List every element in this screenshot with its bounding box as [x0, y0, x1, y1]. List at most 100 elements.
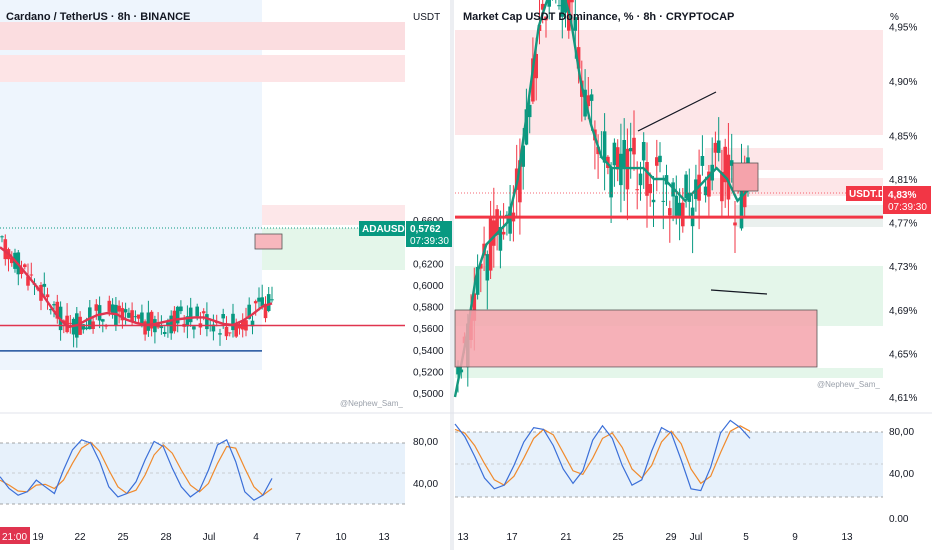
right-candle	[651, 199, 656, 203]
right-y-tick: 4,77%	[889, 219, 917, 230]
right-x-tick: 9	[792, 532, 798, 543]
right-stoch-pane[interactable]: 80,00 40,00 0.00	[454, 419, 914, 525]
left-candle	[81, 324, 86, 330]
left-stoch-d-line	[0, 441, 273, 496]
left-candle	[120, 308, 125, 321]
right-stoch-k-line	[454, 419, 751, 492]
right-symbol-tag	[846, 186, 882, 201]
left-unit-label: USDT	[413, 12, 440, 23]
left-y-tick: 0,6000	[413, 281, 444, 292]
left-candle	[146, 312, 151, 331]
right-time-axis[interactable]: 13 17 21 25 29 Jul 5 9 13	[457, 532, 853, 543]
left-candle	[45, 294, 50, 298]
left-candle	[162, 332, 167, 334]
left-marker-box	[254, 233, 283, 250]
left-stoch-pane[interactable]: 80,00 40,00	[0, 437, 438, 505]
right-stoch-band	[455, 432, 883, 497]
left-candle	[97, 305, 102, 321]
right-candle	[492, 220, 496, 246]
left-candle	[179, 306, 183, 312]
left-candle	[136, 314, 141, 319]
right-candle	[456, 365, 460, 375]
left-candle	[10, 257, 14, 264]
left-x-tick: 22	[74, 532, 86, 543]
right-candle	[547, 0, 551, 7]
left-chart-pane[interactable]: Cardano / TetherUS · 8h · BINANCE @Nephe…	[0, 0, 405, 408]
left-candle	[49, 309, 53, 311]
right-candle	[472, 293, 477, 321]
left-x-tick: 4	[253, 532, 259, 543]
right-candle	[622, 140, 626, 169]
right-candle	[720, 171, 724, 202]
left-symbol-tag-text: ADAUSDT	[362, 224, 411, 235]
right-candle	[527, 104, 532, 118]
left-x-tick: 13	[378, 532, 390, 543]
right-candle	[602, 131, 607, 163]
right-price-tag-text: 4,83%	[888, 190, 916, 201]
left-time-axis[interactable]: 21:00 19 22 25 28 Jul 4 7 10 13	[0, 527, 390, 544]
right-stoch-tick: 40,00	[889, 469, 914, 480]
left-candle	[237, 324, 242, 329]
right-y-tick: 4,81%	[889, 175, 917, 186]
right-candle	[655, 157, 659, 166]
right-candle	[586, 95, 591, 107]
left-candle	[159, 326, 164, 329]
right-candle	[557, 5, 561, 7]
right-candle	[677, 202, 682, 219]
left-candle	[166, 322, 170, 326]
right-y-tick: 4,90%	[889, 77, 917, 88]
right-order-block	[454, 309, 818, 368]
left-candle	[172, 310, 177, 332]
right-candle	[563, 0, 568, 13]
right-candle	[521, 145, 525, 167]
left-x-tick: 25	[117, 532, 129, 543]
right-candle	[726, 154, 731, 200]
left-price-axis[interactable]: USDT 0,66000,64000,62000,60000,58000,560…	[359, 12, 452, 400]
right-chart-pane[interactable]: Market Cap USDT Dominance, % · 8h · CRYP…	[453, 0, 883, 398]
left-candle	[94, 304, 99, 311]
right-candle	[485, 254, 490, 281]
right-stoch-tick: 0.00	[889, 514, 909, 525]
right-candle	[700, 156, 705, 166]
left-candle	[0, 236, 4, 238]
left-countdown: 07:39:30	[410, 236, 449, 247]
left-candle	[101, 319, 105, 322]
right-unit-label: %	[890, 12, 899, 23]
right-x-tick: 25	[612, 532, 624, 543]
right-countdown: 07:39:30	[888, 202, 927, 213]
right-candle	[501, 231, 506, 235]
right-candle	[459, 369, 464, 373]
right-y-tick: 4,61%	[889, 393, 917, 404]
left-candle	[231, 313, 235, 331]
right-price-axis[interactable]: % 5,00%4,95%4,90%4,85%4,81%4,77%4,73%4,6…	[846, 0, 931, 404]
left-candle	[23, 264, 27, 268]
right-y-tick: 4,69%	[889, 306, 917, 317]
right-demand-zone-low	[455, 368, 883, 378]
left-symbol-tag	[359, 221, 405, 236]
right-candle	[518, 160, 522, 203]
left-candle	[201, 311, 206, 314]
left-candle	[149, 311, 154, 329]
right-y-tick: 4,85%	[889, 131, 917, 142]
left-y-tick: 0,5000	[413, 389, 444, 400]
right-candle	[488, 218, 493, 271]
left-candle	[19, 267, 24, 274]
left-candle	[42, 283, 47, 287]
right-candle	[534, 54, 538, 79]
left-candle	[192, 326, 196, 330]
right-candle	[475, 267, 480, 295]
left-ema-line	[0, 246, 273, 329]
right-candle	[479, 263, 483, 269]
left-candle	[221, 314, 225, 319]
left-candle	[247, 304, 251, 319]
left-y-tick: 0,5600	[413, 324, 444, 335]
left-candle	[188, 307, 193, 323]
left-x-tick: Jul	[203, 532, 216, 543]
left-y-tick: 0,5200	[413, 367, 444, 378]
right-candle	[645, 162, 649, 196]
left-candle	[29, 274, 34, 276]
left-watermark: @Nephew_Sam_	[340, 399, 403, 408]
left-candle	[227, 332, 232, 334]
left-candle	[26, 276, 30, 286]
left-candle	[110, 304, 115, 314]
